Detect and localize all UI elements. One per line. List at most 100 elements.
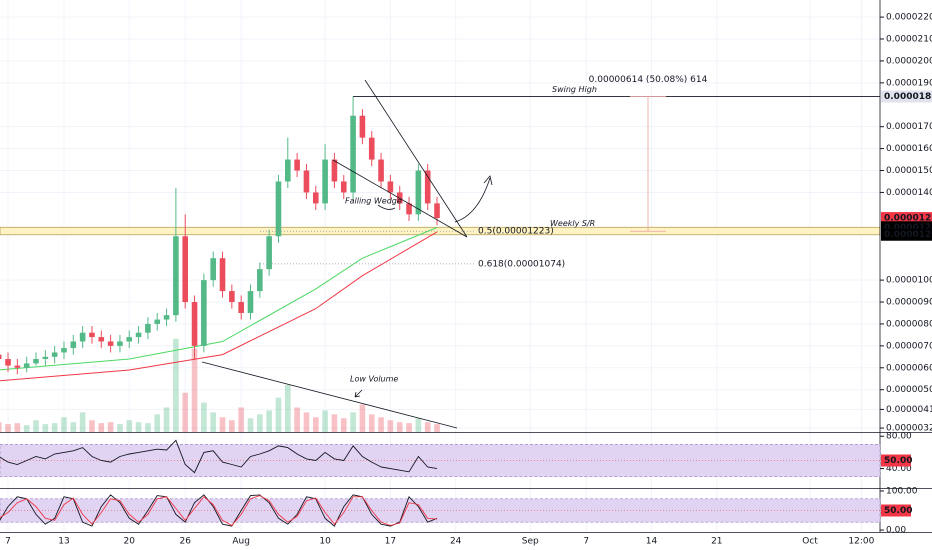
y-tick-label: 0.00000325 bbox=[886, 424, 932, 434]
candle-body bbox=[331, 159, 338, 182]
candle-body bbox=[266, 236, 272, 270]
candle-body bbox=[14, 365, 21, 368]
volume-bar bbox=[126, 420, 133, 432]
candle-body bbox=[238, 302, 244, 313]
candle-body bbox=[0, 354, 2, 360]
y-tick-label: 80.00 bbox=[886, 432, 912, 442]
volume-bar bbox=[322, 410, 328, 432]
x-tick-label: 13 bbox=[58, 537, 69, 547]
axes bbox=[0, 0, 932, 533]
grid bbox=[0, 0, 880, 532]
x-tick-label: 20 bbox=[124, 537, 136, 547]
volume-bar bbox=[378, 417, 384, 432]
x-tick-label: 10 bbox=[319, 537, 331, 547]
candle-body bbox=[275, 181, 282, 237]
volume-bar bbox=[294, 407, 300, 432]
oscillator-line bbox=[0, 439, 438, 474]
candle-body bbox=[434, 203, 440, 219]
candle-body bbox=[79, 332, 86, 342]
volume-bar bbox=[135, 422, 142, 432]
x-tick-label: 24 bbox=[450, 537, 462, 547]
oscillator-line bbox=[0, 495, 438, 526]
arrow bbox=[354, 389, 363, 398]
candle-body bbox=[210, 258, 216, 281]
volume-bar bbox=[163, 407, 170, 432]
candle-body bbox=[23, 363, 30, 368]
price-marker-label: 0.00001207 bbox=[884, 230, 932, 240]
volume-bar bbox=[173, 338, 179, 432]
volume-bar bbox=[312, 417, 319, 432]
volume-bar bbox=[359, 404, 366, 432]
wedge-lower bbox=[332, 159, 468, 238]
arrow bbox=[377, 204, 396, 210]
y-tick-label: 100.00 bbox=[886, 486, 918, 496]
volume-bar bbox=[23, 425, 30, 432]
candle-body bbox=[340, 181, 347, 193]
moving-average bbox=[0, 231, 438, 382]
volume-bar bbox=[303, 412, 310, 432]
candle-body bbox=[201, 280, 207, 346]
candle-body bbox=[303, 170, 310, 193]
x-tick-label: Oct bbox=[802, 537, 818, 547]
candle-body bbox=[229, 291, 235, 303]
candle-body bbox=[135, 332, 142, 338]
candle-body bbox=[126, 337, 133, 342]
volume-bar bbox=[266, 410, 272, 432]
volume-trendline bbox=[201, 361, 458, 429]
volume-bar bbox=[368, 414, 375, 432]
x-tick-label: 12:00 bbox=[848, 537, 874, 547]
candle-body bbox=[387, 181, 394, 193]
volume-bar bbox=[257, 414, 263, 432]
x-tick-label: 14 bbox=[646, 537, 658, 547]
volume-bar bbox=[229, 420, 235, 432]
volume-bar bbox=[415, 418, 422, 432]
mid-label: 50.00 bbox=[884, 506, 912, 516]
volume-bar bbox=[247, 418, 254, 432]
x-tick-label: Aug bbox=[232, 537, 250, 547]
candle-body bbox=[70, 341, 77, 349]
candle-body bbox=[145, 323, 151, 333]
arrow bbox=[454, 175, 493, 223]
candle-body bbox=[257, 269, 263, 292]
volume-bar bbox=[51, 423, 58, 432]
volume-bar bbox=[219, 417, 226, 432]
volume-bar bbox=[275, 397, 282, 432]
mid-label: 50.00 bbox=[884, 456, 912, 466]
x-tick-label: Sep bbox=[522, 537, 539, 547]
candle-body bbox=[89, 332, 95, 338]
volume-bar bbox=[0, 422, 2, 432]
volume-bar bbox=[5, 424, 11, 432]
sr-label: Weekly S/R bbox=[550, 219, 595, 228]
moving-average bbox=[0, 227, 438, 371]
volume-bar bbox=[210, 412, 216, 432]
candle-body bbox=[117, 341, 123, 346]
volume-bar bbox=[89, 420, 95, 432]
price-marker bbox=[881, 90, 932, 103]
volume-bar bbox=[145, 423, 151, 432]
volume-bar bbox=[424, 422, 431, 432]
volume-bar bbox=[350, 412, 356, 432]
candle-body bbox=[154, 319, 161, 324]
x-tick-label: 7 bbox=[583, 537, 589, 547]
volume-bar bbox=[285, 384, 291, 432]
volume-bar bbox=[33, 420, 39, 432]
candle-body bbox=[312, 192, 319, 204]
volume-bar bbox=[331, 414, 338, 432]
candle-body bbox=[415, 170, 422, 215]
annotation: Low Volume bbox=[350, 375, 398, 384]
candle-body bbox=[219, 258, 226, 292]
x-tick-label: 26 bbox=[179, 537, 191, 547]
price-marker bbox=[881, 212, 932, 225]
y-tick-label: 40.00 bbox=[886, 464, 912, 474]
drawings bbox=[201, 79, 493, 478]
volume-bar bbox=[98, 423, 105, 432]
